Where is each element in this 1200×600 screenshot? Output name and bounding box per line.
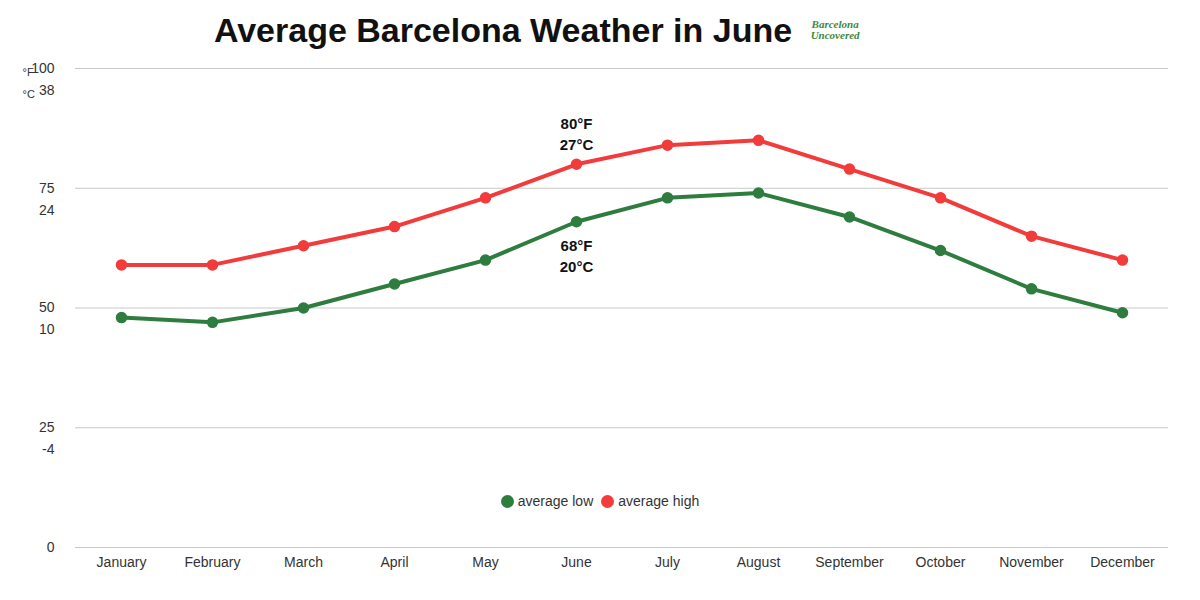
svg-text:°C: °C [23, 88, 35, 100]
html-text:average high: average high [618, 493, 700, 509]
svg-text:May: May [472, 554, 498, 570]
svg-text:December: December [1090, 554, 1155, 570]
svg-text:25: 25 [39, 419, 55, 435]
svg-text:0: 0 [47, 539, 55, 555]
svg-text:July: July [655, 554, 680, 570]
svg-text:38: 38 [39, 82, 55, 98]
svg-text:January: January [97, 554, 147, 570]
svg-text:°F: °F [23, 66, 34, 78]
svg-text:68°F20°C: 68°F20°C [560, 237, 594, 275]
svg-text:-4: -4 [42, 441, 55, 457]
svg-text:April: April [380, 554, 408, 570]
svg-text:75: 75 [39, 180, 55, 196]
html-text:Average Barcelona Weather in J: Average Barcelona Weather in June [213, 10, 793, 49]
svg-text:September: September [815, 554, 884, 570]
svg-text:June: June [561, 554, 592, 570]
svg-text:November: November [999, 554, 1064, 570]
svg-text:February: February [184, 554, 240, 570]
html-text:average low: average low [517, 493, 594, 509]
html-text:Barcelona Uncovered: Barcelona Uncovered [810, 18, 860, 41]
svg-text:March: March [284, 554, 323, 570]
svg-text:80°F27°C: 80°F27°C [560, 115, 594, 153]
svg-text:10: 10 [39, 321, 55, 337]
svg-text:50: 50 [39, 299, 55, 315]
svg-text:100: 100 [31, 60, 55, 76]
svg-text:August: August [737, 554, 781, 570]
svg-text:24: 24 [39, 202, 55, 218]
svg-text:October: October [916, 554, 966, 570]
